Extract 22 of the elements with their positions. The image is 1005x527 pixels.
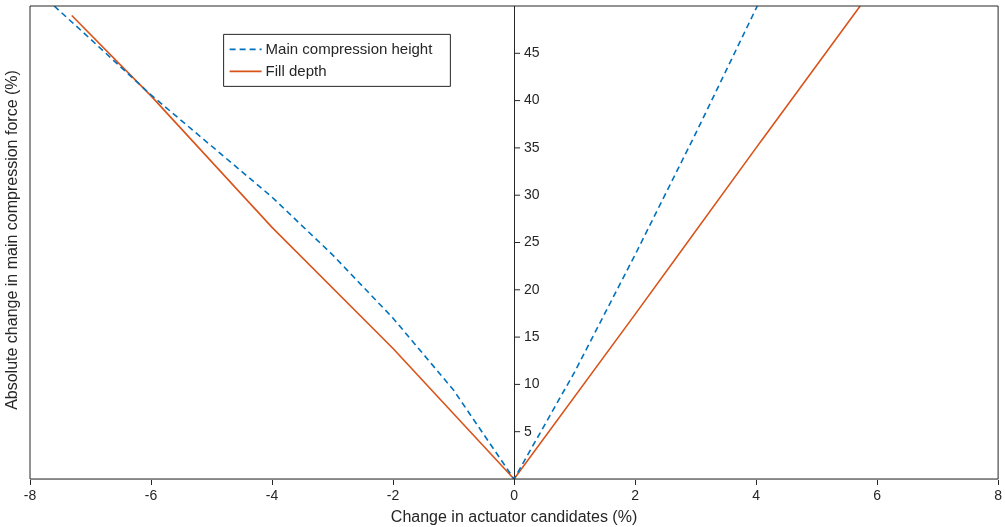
y-tick-label: 40 [524, 91, 540, 108]
x-tick-label: 2 [631, 487, 640, 504]
x-tick-label: 0 [510, 487, 519, 504]
y-tick-label: 25 [524, 233, 540, 250]
y-tick-label: 45 [524, 44, 540, 61]
x-tick-label: 4 [752, 487, 761, 504]
x-tick-label: 6 [873, 487, 882, 504]
legend-label: Fill depth [265, 61, 327, 79]
y-tick-label: 35 [524, 138, 540, 155]
y-tick-label: 5 [524, 422, 533, 439]
y-tick-label: 20 [524, 280, 540, 297]
y-tick-label: 30 [524, 186, 540, 203]
x-tick-label: -4 [265, 487, 279, 504]
x-tick-label: -6 [144, 487, 158, 504]
x-tick-label: 8 [994, 487, 1003, 504]
y-tick-label: 10 [524, 375, 540, 392]
y-tick-label: 15 [524, 327, 540, 344]
y-axis-title: Absolute change in main compression force (%) [3, 70, 21, 410]
x-tick-label: -8 [23, 487, 37, 504]
x-axis-title: Change in actuator candidates (%) [390, 507, 638, 525]
x-tick-label: -2 [386, 487, 400, 504]
legend-label: Main compression height [265, 39, 434, 57]
